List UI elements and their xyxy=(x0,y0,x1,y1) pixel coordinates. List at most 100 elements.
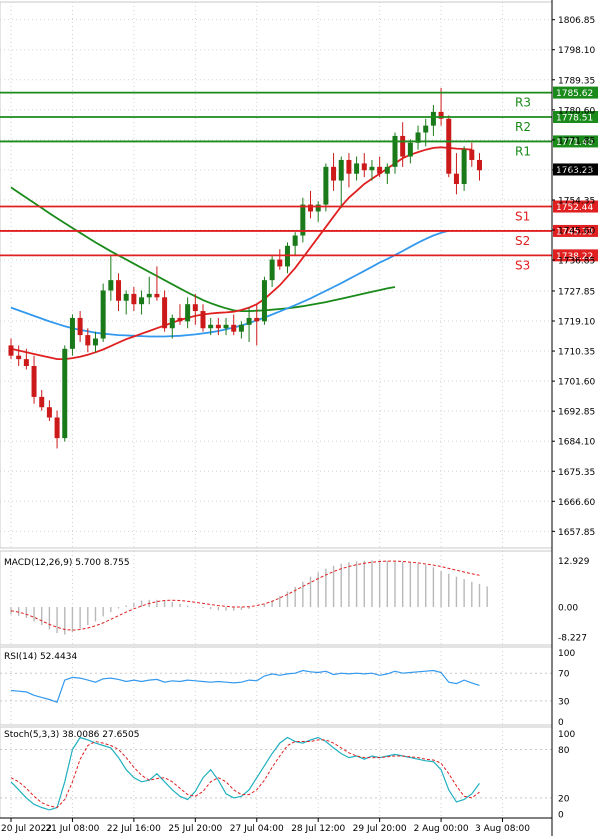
candle-body xyxy=(346,159,352,174)
level-name-r2: R2 xyxy=(515,120,531,134)
candle-body xyxy=(361,163,367,171)
level-price-label: 1752.44 xyxy=(556,203,593,213)
candle-body xyxy=(54,417,60,439)
candle-body xyxy=(438,111,444,119)
price-tick-label: 1727.85 xyxy=(558,287,595,297)
rsi-tick-label: 70 xyxy=(558,670,570,680)
time-axis-label: 22 Jul 16:00 xyxy=(107,824,161,834)
level-price-box xyxy=(553,86,598,99)
rsi-line xyxy=(10,669,480,703)
stoch-tick-label: 100 xyxy=(558,730,575,740)
macd-signal-line xyxy=(10,560,480,631)
price-tick-label: 1675.35 xyxy=(558,468,595,478)
price-tick-label: 1719.10 xyxy=(558,318,595,328)
candle-body xyxy=(215,324,221,329)
stoch-title: Stoch(5,3,3) 38.0086 27.6505 xyxy=(4,730,139,740)
candle-body xyxy=(162,297,168,329)
candle-body xyxy=(23,359,29,366)
time-axis-label: 21 Jul 08:00 xyxy=(45,824,99,834)
grid-layer xyxy=(0,1,553,819)
candle-body xyxy=(238,324,244,332)
price-tick-label: 1789.35 xyxy=(558,76,595,86)
rsi-pane xyxy=(0,669,552,703)
level-name-s2: S2 xyxy=(515,234,530,248)
candle-body xyxy=(269,259,275,281)
candle-body xyxy=(254,317,260,322)
candle-body xyxy=(377,166,383,174)
candle-body xyxy=(185,304,191,322)
candle-body xyxy=(31,366,37,397)
level-name-s1: S1 xyxy=(515,210,530,224)
macd-tick-label: 12.929 xyxy=(558,557,590,567)
candle-body xyxy=(407,142,413,157)
stoch-tick-label: 80 xyxy=(558,746,570,756)
candle-body xyxy=(77,317,83,336)
price-tick-label: 1780.60 xyxy=(558,106,595,116)
candle-body xyxy=(331,166,337,181)
level-price-box xyxy=(553,111,598,124)
time-axis-label: 29 Jul 20:00 xyxy=(353,824,407,834)
rsi-title: RSI(14) 52.4434 xyxy=(4,652,77,662)
time-axis-label: 20 Jul 2022 xyxy=(1,824,52,834)
candle-body xyxy=(39,396,45,408)
level-name-r1: R1 xyxy=(515,144,531,158)
price-tick-label: 1701.60 xyxy=(558,378,595,388)
price-pane: R3 1785.62 R2 1778.51 R1 1771.40 S1 1752.44 S2 17… xyxy=(0,86,598,449)
stoch-d-line xyxy=(10,739,480,809)
candle-body xyxy=(100,290,106,339)
current-price-box xyxy=(553,163,598,176)
candle-body xyxy=(469,149,475,160)
macd-title: MACD(12,26,9) 5.700 8.755 xyxy=(4,558,130,568)
candle-body xyxy=(200,311,206,329)
candle-body xyxy=(85,335,91,346)
stoch-tick-label: 20 xyxy=(558,794,570,804)
candle-body xyxy=(8,345,14,356)
candle-body xyxy=(446,118,452,174)
level-price-label: 1738.22 xyxy=(556,252,593,262)
candle-body xyxy=(223,324,229,329)
candle-body xyxy=(123,293,129,301)
time-axis-label: 25 Jul 20:00 xyxy=(168,824,222,834)
candle-body xyxy=(92,338,98,346)
candle-body xyxy=(323,166,329,205)
candle-body xyxy=(392,135,398,167)
price-tick-label: 1666.60 xyxy=(558,498,595,508)
candle-body xyxy=(139,297,145,305)
candle-body xyxy=(400,135,406,157)
candle-body xyxy=(246,317,252,325)
candle-body xyxy=(261,280,267,322)
level-price-label: 1778.51 xyxy=(556,114,593,124)
rsi-tick-label: 30 xyxy=(558,697,570,707)
candle-body xyxy=(169,317,175,329)
candle-body xyxy=(154,293,160,298)
candle-body xyxy=(16,355,22,360)
rsi-tick-label: 0 xyxy=(558,718,564,728)
price-tick-label: 1710.35 xyxy=(558,348,595,358)
candle-body xyxy=(315,204,321,212)
candle-body xyxy=(108,280,114,291)
candle-body xyxy=(369,166,375,171)
stoch-tick-label: 0 xyxy=(558,810,564,820)
price-tick-label: 1798.10 xyxy=(558,46,595,56)
macd-tick-label: 0.00 xyxy=(558,604,578,614)
candle-body xyxy=(208,324,214,329)
time-axis-label: 27 Jul 04:00 xyxy=(230,824,284,834)
candle-body xyxy=(277,259,283,267)
price-tick-label: 1684.10 xyxy=(558,438,595,448)
macd-pane xyxy=(10,560,488,635)
candle-body xyxy=(192,304,198,312)
price-tick-label: 1771.85 xyxy=(558,136,595,146)
candle-body xyxy=(354,163,360,174)
current-price-label: 1763.23 xyxy=(556,166,593,176)
price-tick-label: 1745.60 xyxy=(558,227,595,237)
level-price-label: 1785.62 xyxy=(556,89,593,99)
candle-body xyxy=(69,317,75,349)
stoch-pane xyxy=(0,736,552,811)
time-axis-label: 2 Aug 00:00 xyxy=(414,824,469,834)
level-name-s3: S3 xyxy=(515,258,530,272)
rsi-tick-label: 100 xyxy=(558,649,575,659)
candle-body xyxy=(384,166,390,174)
